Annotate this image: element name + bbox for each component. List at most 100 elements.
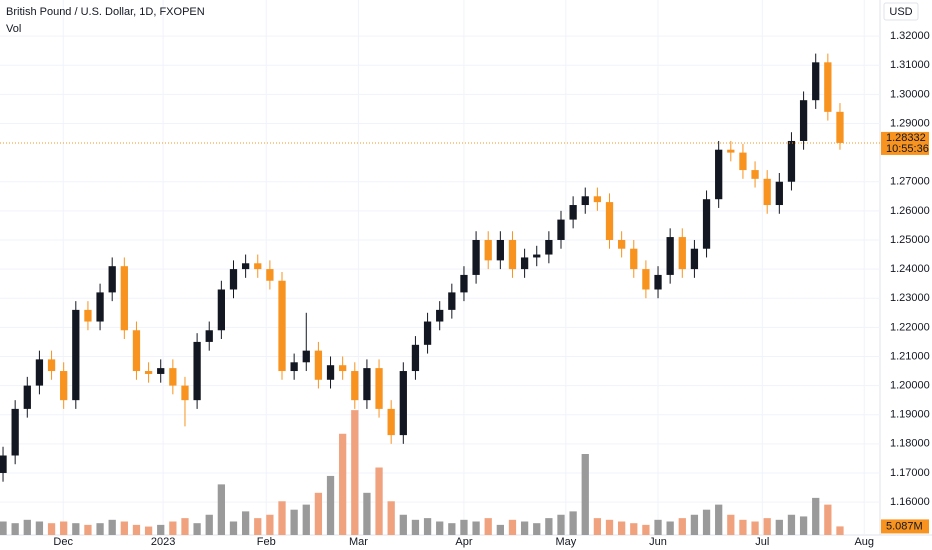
volume-bar — [266, 514, 274, 535]
volume-bar — [618, 521, 626, 535]
candle-body — [715, 149, 723, 200]
volume-bar — [715, 504, 723, 535]
volume-bar — [411, 519, 420, 535]
candle-body — [108, 266, 116, 293]
y-tick-label: 1.29000 — [890, 117, 930, 129]
y-tick-label: 1.31000 — [890, 59, 930, 71]
currency[interactable]: USD — [889, 6, 912, 18]
volume-tag — [881, 519, 929, 534]
candle-body — [436, 309, 444, 322]
volume-bar — [60, 521, 68, 535]
grid — [0, 0, 880, 535]
candle-body — [836, 111, 844, 143]
volume-bar — [96, 523, 104, 535]
y-tick-label: 1.27000 — [890, 176, 930, 188]
volume-bar — [436, 521, 444, 535]
volume-bar — [690, 514, 699, 535]
candle-body — [0, 455, 7, 473]
candle-body — [545, 239, 553, 255]
candle-body — [533, 254, 541, 258]
y-tick-label: 1.26000 — [890, 205, 930, 217]
candle-body — [290, 362, 298, 372]
volume-bar — [35, 521, 44, 535]
candle-body — [508, 239, 517, 270]
volume-bar — [72, 523, 80, 535]
volume-bar — [193, 523, 201, 535]
candle-body — [581, 196, 589, 206]
volume-bar — [254, 518, 262, 535]
candle-body — [593, 196, 602, 203]
volume-bar — [642, 524, 650, 535]
candle-body — [47, 359, 56, 372]
candles — [0, 53, 844, 482]
volume-bar — [533, 523, 541, 535]
candle-body — [11, 408, 19, 456]
candle-body — [605, 202, 614, 240]
volume-bar — [169, 521, 177, 535]
volume-title: Vol — [6, 23, 21, 35]
volume-pane — [0, 410, 844, 535]
candle-body — [375, 368, 383, 409]
candle-body — [423, 321, 432, 345]
volume-last-label: 5.087M — [886, 520, 923, 532]
candle-body — [217, 289, 226, 331]
x-tick-label: 2023 — [151, 536, 175, 548]
candle-body — [351, 371, 359, 401]
volume-bar — [290, 509, 298, 535]
candle-body — [266, 269, 274, 281]
candle-body — [787, 140, 796, 182]
candle-body — [205, 330, 213, 342]
volume-bar — [678, 518, 686, 535]
candle-body — [60, 371, 68, 401]
currency-box[interactable] — [883, 2, 919, 21]
y-tick-label: 1.22000 — [890, 321, 930, 333]
candle-body — [120, 266, 128, 331]
candle-body — [484, 239, 492, 261]
y-tick-label: 1.17000 — [890, 467, 930, 479]
candle-body — [72, 309, 80, 401]
volume-bar — [387, 501, 395, 535]
volume-bar — [144, 526, 153, 535]
volume-bar — [314, 492, 323, 535]
volume-bar — [836, 526, 844, 535]
candle-body — [241, 263, 250, 270]
candle-body — [739, 152, 747, 171]
volume-bar — [0, 521, 7, 535]
volume-bar — [423, 518, 432, 535]
last-price-label: 1.28332 — [886, 132, 926, 144]
volume-bar — [666, 521, 674, 535]
volume-bar — [11, 523, 19, 535]
volume-bar — [181, 518, 189, 535]
volume-bar — [375, 467, 383, 535]
volume-bar — [157, 524, 165, 535]
candle-body — [654, 274, 662, 290]
y-tick-label: 1.18000 — [890, 438, 930, 450]
volume-bar — [702, 509, 711, 535]
volume-bar — [581, 454, 589, 535]
candle-body — [472, 239, 480, 275]
candle-body — [702, 199, 711, 249]
candle-body — [314, 350, 323, 380]
volume-bar — [654, 519, 662, 535]
y-tick-label: 1.25000 — [890, 234, 930, 246]
volume-bar — [727, 514, 735, 535]
volume-bar — [363, 492, 371, 535]
volume-bar — [787, 514, 796, 535]
volume-bar — [278, 501, 286, 535]
candle-body — [557, 219, 565, 240]
candle-body — [448, 292, 456, 310]
candle-body — [84, 309, 92, 322]
candle-body — [411, 344, 420, 372]
y-tick-label: 1.23000 — [890, 292, 930, 304]
volume-bar — [217, 484, 226, 535]
volume-bar — [751, 521, 759, 535]
volume-bar — [399, 514, 407, 535]
volume-bar — [448, 523, 456, 535]
volume-bar — [812, 497, 820, 535]
candle-body — [157, 368, 165, 374]
y-tick-label: 1.19000 — [890, 409, 930, 421]
candle-body — [460, 274, 468, 293]
candle-body — [642, 269, 650, 290]
candle-body — [496, 239, 504, 261]
